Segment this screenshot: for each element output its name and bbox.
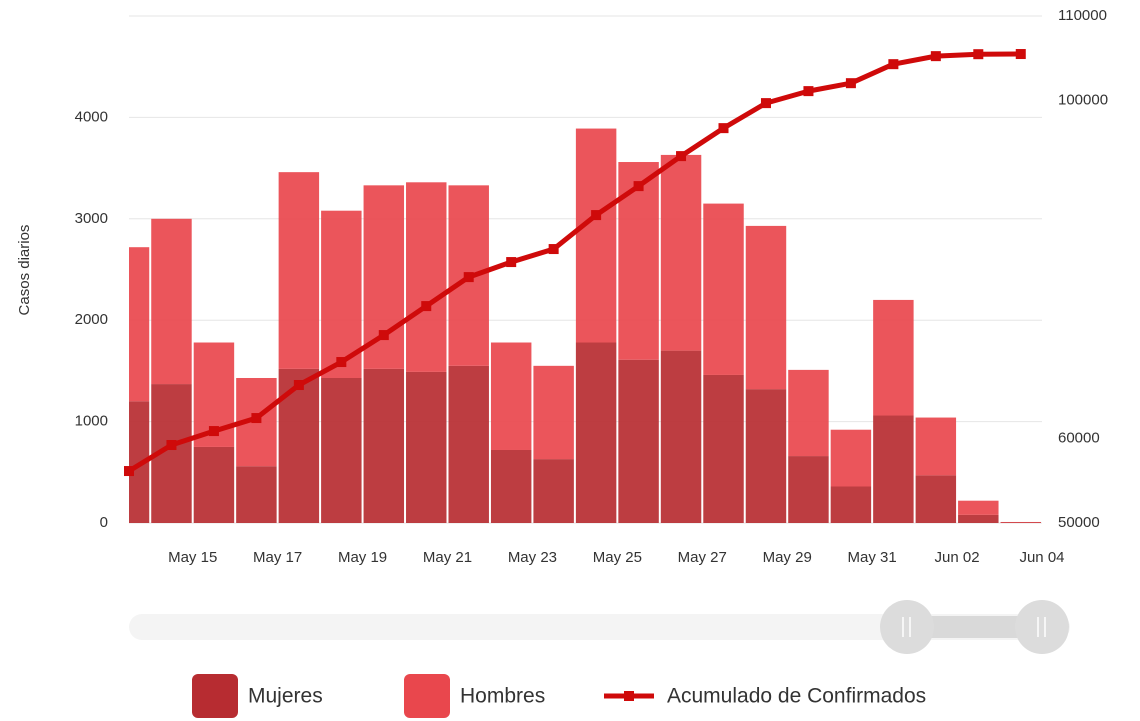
y-tick-label: 4000 bbox=[75, 108, 108, 125]
bar bbox=[533, 459, 574, 523]
x-tick-label: May 31 bbox=[848, 549, 897, 566]
bar bbox=[958, 514, 999, 523]
legend-swatch[interactable] bbox=[192, 674, 238, 718]
line-marker bbox=[378, 330, 389, 341]
x-tick-label: Jun 04 bbox=[1019, 549, 1064, 566]
y-tick-label: 1000 bbox=[75, 413, 108, 430]
bar bbox=[575, 342, 617, 523]
y2-tick-label: 110000 bbox=[1058, 7, 1107, 24]
bar bbox=[788, 369, 829, 457]
slider-handle[interactable] bbox=[880, 600, 934, 654]
bar bbox=[363, 368, 405, 523]
bar bbox=[193, 446, 235, 523]
bar bbox=[745, 225, 787, 390]
line-marker bbox=[1015, 49, 1026, 60]
x-tick-label: May 21 bbox=[423, 549, 472, 566]
line-marker bbox=[676, 151, 687, 162]
x-tick-label: May 19 bbox=[338, 549, 387, 566]
x-tick-label: May 23 bbox=[508, 549, 557, 566]
bar bbox=[151, 218, 192, 385]
bar bbox=[490, 449, 532, 523]
bar bbox=[129, 247, 150, 402]
bar bbox=[915, 475, 957, 523]
line-marker bbox=[208, 426, 219, 437]
line-marker bbox=[124, 466, 134, 477]
y-axis-label: Casos diarios bbox=[16, 225, 33, 316]
line-marker bbox=[633, 181, 644, 192]
handle-grip bbox=[902, 617, 1046, 637]
bar bbox=[406, 182, 447, 372]
bar bbox=[278, 172, 320, 369]
x-tick-label: May 15 bbox=[168, 549, 217, 566]
bar bbox=[448, 365, 489, 523]
y2-tick-label: 100000 bbox=[1058, 91, 1108, 108]
y-tick-label: 3000 bbox=[75, 210, 108, 227]
bar bbox=[533, 365, 574, 460]
bar bbox=[1000, 522, 1041, 523]
bar bbox=[873, 415, 914, 523]
bar bbox=[703, 374, 744, 523]
slider-track bbox=[129, 614, 1070, 640]
bar bbox=[618, 162, 659, 360]
line-marker bbox=[293, 380, 304, 391]
bar bbox=[915, 417, 957, 476]
bar bbox=[575, 128, 617, 343]
y2-tick-label: 50000 bbox=[1058, 514, 1100, 531]
legend-label[interactable]: Hombres bbox=[460, 685, 545, 708]
bar bbox=[788, 456, 829, 523]
legend-label[interactable]: Acumulado de Confirmados bbox=[667, 685, 926, 708]
line-marker bbox=[803, 86, 814, 97]
line bbox=[127, 51, 1021, 474]
x-tick-label: Jun 02 bbox=[935, 549, 980, 566]
bar bbox=[618, 359, 659, 523]
line-marker bbox=[251, 413, 262, 424]
data-zoom-slider[interactable] bbox=[129, 600, 1070, 654]
bar bbox=[660, 154, 702, 351]
legend-marker[interactable] bbox=[624, 691, 634, 701]
bar bbox=[830, 486, 872, 523]
line-marker bbox=[548, 244, 559, 255]
line-marker bbox=[591, 210, 602, 221]
x-tick-label: May 25 bbox=[593, 549, 642, 566]
line-marker bbox=[888, 59, 899, 70]
bar bbox=[703, 203, 744, 375]
line-marker bbox=[973, 49, 984, 60]
x-tick-label: May 29 bbox=[763, 549, 812, 566]
bar bbox=[660, 350, 702, 523]
line-marker bbox=[718, 123, 729, 134]
bar bbox=[236, 466, 277, 523]
line-marker bbox=[166, 440, 177, 451]
bar bbox=[321, 210, 362, 378]
bar bbox=[873, 299, 914, 416]
slider-range bbox=[907, 616, 1042, 638]
bar bbox=[830, 429, 872, 487]
line-marker bbox=[845, 78, 856, 89]
line-marker bbox=[930, 51, 941, 62]
x-tick-label: May 27 bbox=[678, 549, 727, 566]
y-tick-label: 2000 bbox=[75, 311, 108, 328]
bar bbox=[406, 371, 447, 523]
bar bbox=[490, 342, 532, 450]
line-marker bbox=[421, 301, 432, 312]
y2-tick-label: 60000 bbox=[1058, 429, 1100, 446]
line-marker bbox=[463, 272, 474, 283]
slider-handle[interactable] bbox=[1015, 600, 1069, 654]
bar bbox=[958, 500, 999, 515]
x-tick-label: May 17 bbox=[253, 549, 302, 566]
legend-swatch[interactable] bbox=[404, 674, 450, 718]
legend-label[interactable]: Mujeres bbox=[248, 685, 323, 708]
line-marker bbox=[506, 257, 517, 268]
line-marker bbox=[760, 98, 771, 109]
bar bbox=[745, 389, 787, 523]
bar bbox=[1000, 521, 1041, 523]
line-marker bbox=[336, 357, 347, 368]
y-tick-label: 0 bbox=[100, 514, 108, 531]
bar bbox=[278, 368, 320, 523]
bar bbox=[321, 377, 362, 523]
